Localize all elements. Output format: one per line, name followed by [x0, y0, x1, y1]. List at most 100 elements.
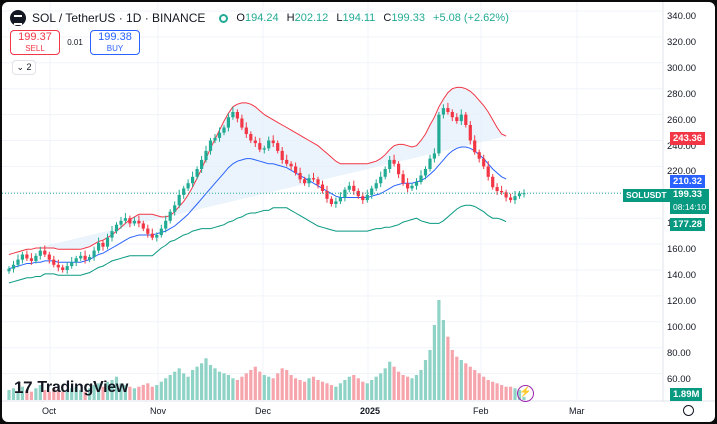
- volume-bar: [356, 378, 360, 400]
- volume-bar: [235, 380, 239, 400]
- candle-body: [29, 258, 33, 261]
- volume-bar: [280, 368, 284, 400]
- candle-body: [509, 197, 513, 201]
- candle-body: [105, 237, 110, 247]
- volume-bar: [34, 388, 38, 400]
- volume-bar: [406, 376, 410, 400]
- candle-body: [361, 196, 365, 201]
- volume-bar: [123, 385, 127, 400]
- price-tick-label: 100.00: [667, 321, 697, 333]
- candle-body: [83, 255, 87, 260]
- candle-body: [141, 223, 145, 229]
- candle-body: [235, 112, 239, 119]
- symbol-title[interactable]: SOL / TetherUS · 1D · BINANCE: [32, 11, 206, 25]
- volume-bar: [361, 381, 365, 400]
- volume-bar: [513, 388, 517, 400]
- candle-body: [432, 153, 436, 159]
- candle-body: [25, 254, 29, 259]
- candle-body: [262, 148, 266, 150]
- time-tick-label: Dec: [255, 406, 272, 416]
- volume-bar: [468, 366, 472, 400]
- settings-gear-icon[interactable]: [683, 405, 694, 416]
- volume-bar: [459, 360, 463, 400]
- candle-body: [244, 127, 248, 134]
- candle-body: [406, 183, 410, 189]
- candle-body: [195, 169, 199, 177]
- volume-bar: [173, 371, 177, 400]
- candle-body: [285, 159, 289, 164]
- candle-body: [294, 166, 298, 173]
- candle-body: [74, 258, 78, 263]
- price-tick-label: 240.00: [667, 140, 697, 152]
- candle-body: [92, 250, 96, 258]
- tradingview-logo[interactable]: 17 TradingView: [14, 378, 128, 398]
- candle-body: [11, 264, 16, 269]
- candle-body: [231, 112, 235, 118]
- volume-bar: [11, 388, 16, 400]
- volume-bar: [249, 370, 253, 400]
- basis-badge: 210.32: [670, 175, 706, 188]
- sell-button[interactable]: 199.37 SELL: [10, 30, 60, 55]
- volume-bar: [392, 366, 396, 400]
- bollinger-band-fill: [9, 87, 507, 255]
- volume-bar: [204, 358, 208, 400]
- candle-body: [401, 174, 405, 184]
- candle-body: [97, 242, 101, 251]
- candle-body: [379, 176, 383, 184]
- candle-body: [338, 197, 342, 202]
- volume-bar: [428, 350, 432, 400]
- volume-bar: [482, 376, 486, 400]
- volume-bar: [486, 380, 490, 400]
- price-tick-label: 260.00: [667, 114, 697, 126]
- candle-body: [370, 188, 374, 195]
- volume-bar: [298, 380, 302, 400]
- candle-body: [365, 194, 369, 201]
- volume-bar: [132, 388, 136, 400]
- volume-bar: [61, 391, 65, 400]
- candle-body: [477, 152, 481, 159]
- ohlc-values: O194.24 H202.12 L194.11 C199.33 +5.08 (+…: [236, 12, 513, 24]
- volume-bar: [307, 378, 311, 400]
- volume-bar: [128, 386, 132, 400]
- change-value: +5.08 (+2.62%): [433, 12, 509, 24]
- indicators-toggle-button[interactable]: ⌄ 2: [12, 60, 36, 75]
- lightning-icon[interactable]: ⚡: [517, 385, 534, 402]
- volume-bar: [200, 363, 204, 400]
- candle-body: [186, 183, 190, 189]
- candle-body: [258, 143, 262, 150]
- candle-body: [56, 264, 60, 268]
- sell-price: 199.37: [18, 31, 52, 43]
- candle-body: [38, 250, 42, 256]
- candle-body: [450, 112, 454, 118]
- candle-body: [137, 220, 141, 224]
- volume-bar: [267, 376, 271, 400]
- price-tick-label: 220.00: [667, 166, 697, 178]
- candle-body: [414, 181, 419, 186]
- candle-body: [316, 179, 320, 185]
- volume-bar: [271, 378, 275, 400]
- solana-logo-icon: [10, 10, 26, 26]
- volume-bar: [383, 368, 387, 400]
- volume-bar: [347, 376, 351, 400]
- candle-body: [123, 218, 127, 221]
- buy-button[interactable]: 199.38 BUY: [90, 30, 140, 55]
- volume-bar: [285, 370, 289, 400]
- volume-bar: [79, 390, 83, 400]
- market-status-icon[interactable]: [219, 13, 229, 23]
- volume-bar: [155, 385, 159, 400]
- candle-body: [486, 166, 490, 177]
- volume-bar: [329, 385, 333, 400]
- volume-bar: [258, 371, 262, 400]
- volume-bar: [168, 375, 172, 400]
- candle-body: [388, 159, 392, 169]
- volume-bar: [504, 386, 508, 400]
- volume-bar: [414, 375, 419, 400]
- volume-bar: [29, 391, 33, 400]
- price-tick-label: 300.00: [667, 62, 697, 74]
- volume-bar: [437, 300, 441, 400]
- time-tick-label: 2025: [360, 406, 381, 416]
- candle-body: [88, 257, 92, 260]
- volume-bar: [222, 373, 226, 400]
